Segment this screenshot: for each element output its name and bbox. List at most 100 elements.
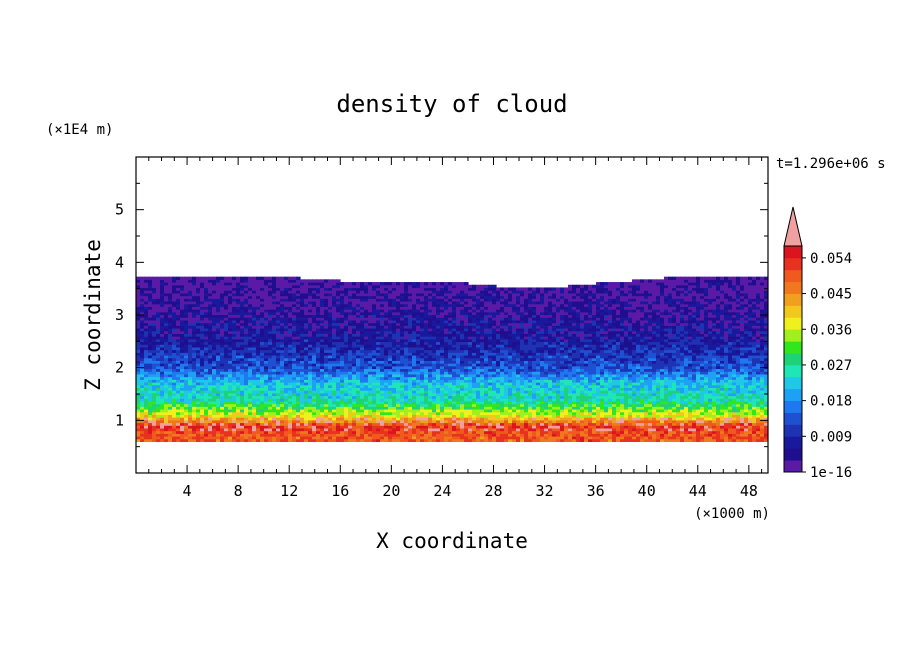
density-cell <box>316 357 321 361</box>
density-cell <box>256 322 261 326</box>
density-cell <box>172 400 177 405</box>
density-cell <box>236 341 241 345</box>
density-cell <box>348 438 353 442</box>
density-cell <box>464 365 469 370</box>
density-cell <box>280 354 285 359</box>
density-cell <box>140 287 145 291</box>
density-cell <box>384 322 389 326</box>
density-cell <box>292 295 297 299</box>
density-cell <box>396 365 401 370</box>
density-cell <box>360 357 365 361</box>
density-cell <box>364 371 369 375</box>
density-cell <box>260 298 265 302</box>
density-cell <box>272 314 277 318</box>
density-cell <box>144 322 149 326</box>
density-cell <box>344 341 349 345</box>
density-cell <box>304 419 309 424</box>
density-cell <box>332 314 337 318</box>
density-cell <box>468 433 473 437</box>
density-cell <box>204 346 209 351</box>
density-cell <box>352 400 357 405</box>
density-cell <box>312 411 317 415</box>
density-cell <box>268 341 273 345</box>
density-cell <box>352 436 357 440</box>
density-cell <box>256 325 261 329</box>
density-cell <box>460 322 465 326</box>
density-cell <box>376 438 381 442</box>
density-cell <box>148 419 153 424</box>
density-cell <box>452 379 457 383</box>
density-cell <box>256 349 261 353</box>
density-cell <box>360 341 365 345</box>
density-cell <box>200 371 205 375</box>
density-cell <box>392 290 397 294</box>
density-cell <box>228 344 233 348</box>
density-cell <box>180 303 185 307</box>
density-cell <box>328 279 333 283</box>
density-cell <box>364 406 369 410</box>
density-cell <box>420 336 425 340</box>
density-cell <box>212 430 217 434</box>
density-cell <box>268 279 273 283</box>
density-cell <box>188 357 193 361</box>
density-cell <box>180 352 185 356</box>
density-cell <box>392 384 397 388</box>
density-cell <box>316 349 321 353</box>
density-cell <box>304 352 309 356</box>
density-cell <box>420 322 425 326</box>
density-cell <box>436 311 441 316</box>
density-cell <box>204 330 209 334</box>
density-cell <box>188 330 193 334</box>
density-cell <box>260 427 265 432</box>
density-cell <box>288 373 293 378</box>
density-cell <box>412 379 417 383</box>
density-cell <box>212 408 217 413</box>
density-cell <box>312 422 317 426</box>
density-cell <box>252 360 257 364</box>
density-cell <box>368 384 373 388</box>
density-cell <box>440 314 445 318</box>
density-cell <box>168 344 173 348</box>
density-cell <box>460 365 465 370</box>
density-cell <box>244 365 249 370</box>
density-cell <box>228 341 233 345</box>
density-cell <box>456 354 461 359</box>
density-cell <box>464 433 469 437</box>
density-cell <box>268 433 273 437</box>
density-cell <box>432 292 437 297</box>
density-cell <box>404 433 409 437</box>
density-cell <box>300 354 305 359</box>
density-cell <box>428 390 433 394</box>
density-cell <box>220 303 225 307</box>
density-cell <box>316 322 321 326</box>
density-cell <box>168 357 173 361</box>
density-cell <box>364 290 369 294</box>
density-cell <box>144 317 149 321</box>
density-cell <box>344 349 349 353</box>
density-cell <box>392 422 397 426</box>
density-cell <box>396 292 401 297</box>
density-cell <box>404 309 409 313</box>
density-cell <box>232 368 237 372</box>
density-cell <box>388 371 393 375</box>
density-cell <box>372 344 377 348</box>
density-cell <box>404 336 409 340</box>
density-cell <box>332 379 337 383</box>
density-cell <box>256 354 261 359</box>
density-cell <box>344 336 349 340</box>
density-cell <box>400 365 405 370</box>
density-cell <box>164 349 169 353</box>
density-cell <box>228 292 233 297</box>
density-cell <box>180 400 185 405</box>
density-cell <box>292 290 297 294</box>
density-cell <box>408 292 413 297</box>
density-cell <box>456 290 461 294</box>
density-cell <box>296 327 301 332</box>
density-cell <box>300 411 305 415</box>
density-cell <box>436 349 441 353</box>
density-cell <box>280 276 285 280</box>
density-cell <box>308 406 313 410</box>
density-cell <box>248 436 253 440</box>
density-cell <box>236 290 241 294</box>
density-cell <box>252 298 257 302</box>
